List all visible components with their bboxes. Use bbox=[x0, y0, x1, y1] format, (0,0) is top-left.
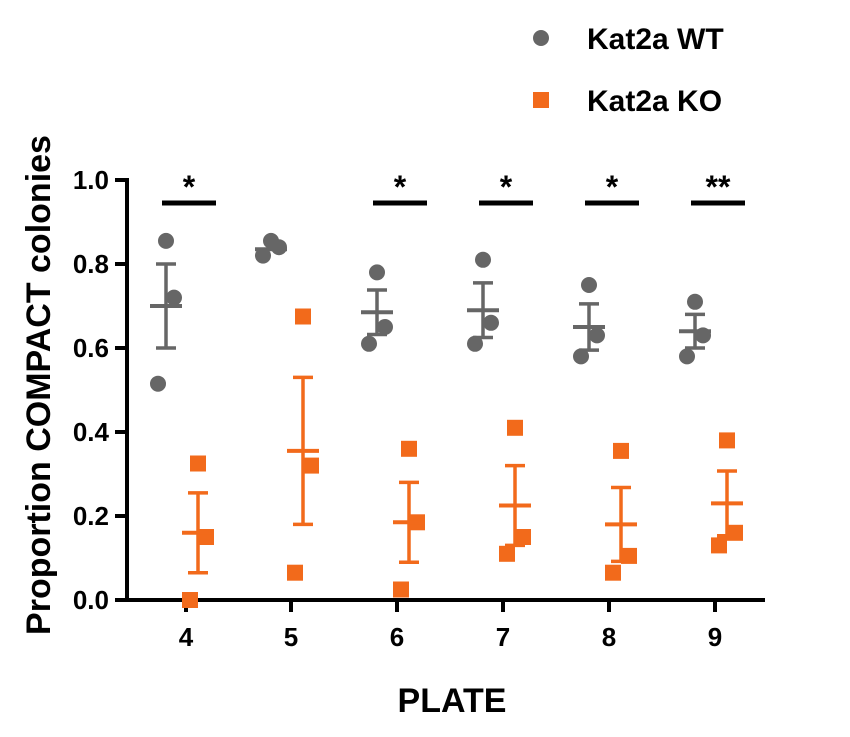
x-axis-title: PLATE bbox=[398, 682, 507, 720]
data-point bbox=[401, 440, 417, 457]
data-point bbox=[182, 592, 198, 608]
data-point bbox=[369, 264, 385, 281]
y-tick-label: 0.2 bbox=[73, 501, 109, 531]
x-tick-label: 7 bbox=[496, 622, 510, 652]
x-tick-label: 5 bbox=[284, 622, 298, 652]
y-tick-label: 1.0 bbox=[73, 165, 109, 195]
data-point bbox=[719, 432, 735, 449]
y-tick-label: 0.4 bbox=[73, 417, 110, 447]
data-point bbox=[499, 545, 515, 562]
data-point bbox=[303, 457, 319, 474]
significance-label: * bbox=[500, 169, 513, 205]
data-point bbox=[255, 247, 271, 264]
plot-area: 0.00.20.40.60.81.04 5 6 7 8 9* * * * ** bbox=[73, 165, 765, 652]
data-point bbox=[271, 239, 287, 256]
x-tick-label: 6 bbox=[390, 622, 404, 652]
legend-marker-circle bbox=[533, 30, 549, 46]
data-point bbox=[150, 375, 166, 392]
y-axis-title: Proportion COMPACT colonies bbox=[20, 135, 58, 635]
legend-marker-square bbox=[533, 92, 549, 108]
data-point bbox=[475, 251, 491, 268]
data-point bbox=[377, 319, 393, 335]
legend: Kat2a WT Kat2a KO bbox=[533, 23, 724, 118]
y-tick-label: 0.0 bbox=[73, 585, 109, 615]
data-point bbox=[166, 289, 182, 306]
data-point bbox=[287, 564, 303, 581]
data-point bbox=[393, 581, 409, 598]
x-tick-label: 9 bbox=[708, 622, 722, 652]
data-point bbox=[483, 314, 499, 331]
y-tick-label: 0.6 bbox=[73, 333, 109, 363]
data-point bbox=[711, 537, 727, 554]
data-point bbox=[727, 524, 743, 541]
data-point bbox=[613, 442, 629, 459]
legend-label: Kat2a WT bbox=[587, 23, 724, 56]
data-point bbox=[295, 308, 311, 325]
legend-label: Kat2a KO bbox=[587, 85, 722, 118]
significance-label: ** bbox=[706, 169, 731, 205]
data-point bbox=[621, 547, 637, 564]
data-point bbox=[190, 455, 206, 472]
data-point bbox=[605, 564, 621, 581]
data-point bbox=[687, 293, 703, 310]
data-point bbox=[573, 348, 589, 365]
data-point bbox=[361, 335, 377, 352]
significance-label: * bbox=[183, 169, 196, 205]
data-point bbox=[679, 348, 695, 365]
x-tick-label: 4 bbox=[179, 622, 194, 652]
significance-label: * bbox=[394, 169, 407, 205]
data-point bbox=[507, 419, 523, 436]
y-tick-label: 0.8 bbox=[73, 249, 109, 279]
data-point bbox=[158, 232, 174, 249]
x-tick-label: 8 bbox=[602, 622, 616, 652]
data-point bbox=[467, 335, 483, 352]
significance-label: * bbox=[606, 169, 619, 205]
data-point bbox=[589, 327, 605, 344]
data-point bbox=[581, 277, 597, 293]
data-point bbox=[515, 529, 531, 545]
